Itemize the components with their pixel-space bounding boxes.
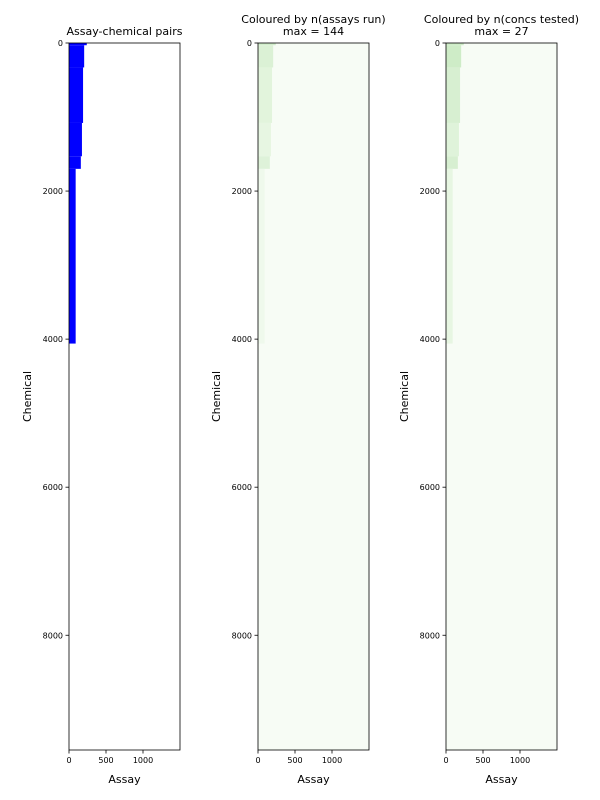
- y-tick-label: 0: [58, 39, 63, 48]
- y-axis-label: Chemical: [21, 371, 34, 422]
- y-tick-label: 2000: [43, 187, 63, 196]
- heatmap-cell: [446, 67, 461, 123]
- x-tick-label: 500: [287, 756, 302, 765]
- panel-1: Assay-chemical pairs 0 500 1000 0 2000 4000 600…: [21, 25, 183, 786]
- y-tick-label: 2000: [232, 187, 252, 196]
- y-tick-label: 4000: [43, 335, 63, 344]
- y-tick-label: 6000: [420, 483, 440, 492]
- y-tick-label: 4000: [420, 335, 440, 344]
- x-axis-label: Assay: [485, 773, 518, 786]
- x-axis-label: Assay: [297, 773, 330, 786]
- x-tick-label: 1000: [133, 756, 153, 765]
- y-tick-label: 0: [247, 39, 252, 48]
- plot-background: [69, 43, 180, 750]
- x-tick-label: 1000: [510, 756, 530, 765]
- y-tick-label: 6000: [43, 483, 63, 492]
- plot-frame: [257, 42, 370, 751]
- heatmap-cell: [446, 43, 464, 46]
- heatmap-cell: [446, 156, 458, 169]
- chart-title: Coloured by n(concs tested): [424, 13, 579, 26]
- y-tick-label: 8000: [43, 631, 63, 640]
- x-tick-label: 0: [66, 756, 71, 765]
- panel-3: Coloured by n(concs tested)max = 27 0 500 1…: [398, 13, 579, 786]
- heatmap-cell: [258, 168, 265, 344]
- heatmap-cell: [446, 168, 453, 344]
- plot-background: [258, 43, 369, 750]
- heatmap-cell: [69, 122, 82, 157]
- y-tick-label: 8000: [420, 631, 440, 640]
- y-tick-label: 8000: [232, 631, 252, 640]
- heatmap-cell: [258, 67, 273, 123]
- x-tick-label: 0: [443, 756, 448, 765]
- panel-2: Coloured by n(assays run)max = 144 0 500 10…: [210, 13, 386, 786]
- heatmap-cell: [446, 122, 459, 157]
- heatmap-cell: [446, 45, 462, 68]
- heatmap-cell: [69, 67, 84, 123]
- y-tick-label: 0: [435, 39, 440, 48]
- chart-title: Assay-chemical pairs: [67, 25, 183, 38]
- x-tick-label: 500: [98, 756, 113, 765]
- plot-background: [446, 43, 557, 750]
- heatmap-cell: [69, 45, 85, 68]
- y-tick-label: 2000: [420, 187, 440, 196]
- y-tick-label: 6000: [232, 483, 252, 492]
- plot-frame: [68, 42, 181, 751]
- y-tick-label: 4000: [232, 335, 252, 344]
- x-tick-label: 500: [475, 756, 490, 765]
- y-axis-label: Chemical: [398, 371, 411, 422]
- heatmap-cell: [258, 43, 276, 46]
- y-axis-label: Chemical: [210, 371, 223, 422]
- heatmap-cell: [258, 45, 274, 68]
- x-tick-label: 1000: [322, 756, 342, 765]
- x-axis-label: Assay: [108, 773, 141, 786]
- heatmap-cell: [69, 156, 81, 169]
- chart-title: max = 144: [283, 25, 344, 38]
- heatmap-cell: [69, 168, 76, 344]
- chart-title: Coloured by n(assays run): [241, 13, 385, 26]
- heatmap-cell: [69, 43, 87, 46]
- heatmap-cell: [258, 122, 271, 157]
- plot-frame: [445, 42, 558, 751]
- heatmap-cell: [258, 156, 270, 169]
- chart-title: max = 27: [474, 25, 528, 38]
- x-tick-label: 0: [255, 756, 260, 765]
